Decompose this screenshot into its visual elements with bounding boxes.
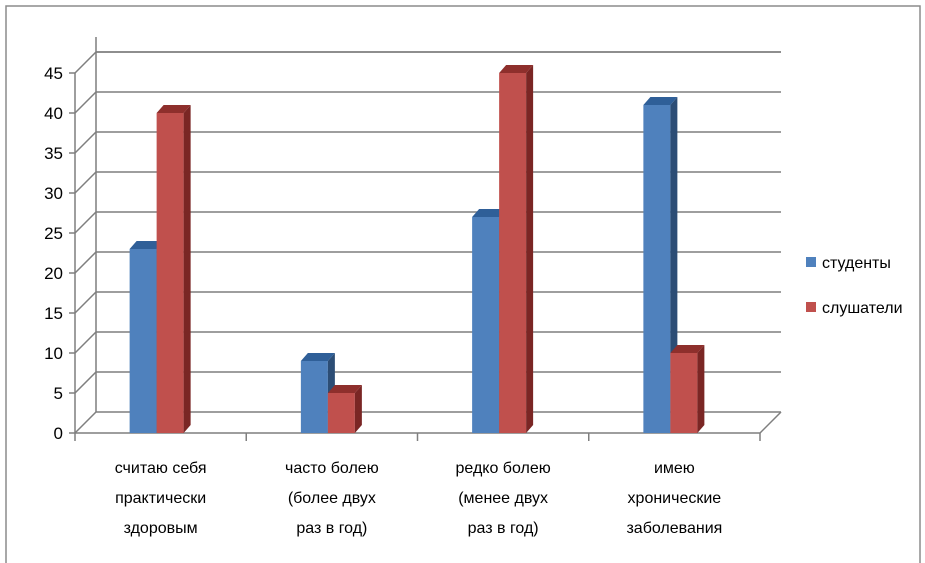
x-tick-label: раз в год) — [468, 520, 539, 537]
bar-top — [156, 105, 191, 113]
gridline — [74, 51, 781, 74]
x-tick-label: заболевания — [626, 520, 722, 537]
bar-side — [526, 65, 534, 433]
bar-top — [499, 65, 534, 73]
bar-top — [472, 209, 507, 217]
y-tick-label: 15 — [44, 304, 63, 323]
bar — [156, 105, 191, 433]
y-tick-label: 45 — [44, 64, 63, 83]
y-tick-label: 40 — [44, 104, 63, 123]
x-tick-label: считаю себя — [115, 460, 207, 477]
y-tick-label: 25 — [44, 224, 63, 243]
y-axis: 0 5 10 15 20 25 30 35 40 45 — [44, 64, 76, 443]
x-tick-label: имею — [654, 460, 695, 477]
legend-label: слушатели — [822, 300, 903, 317]
y-tick-label: 10 — [44, 344, 63, 363]
x-tick-label: часто болею — [285, 460, 379, 477]
bar-front — [327, 393, 355, 433]
x-tick-label: здоровым — [124, 520, 198, 537]
y-tick-label: 35 — [44, 144, 63, 163]
bar-side — [354, 385, 362, 433]
gridline — [74, 211, 781, 234]
chart-border — [5, 5, 921, 563]
bars — [129, 65, 705, 433]
x-axis: считаю себя практически здоровым часто боле… — [74, 433, 761, 537]
gridline — [74, 331, 781, 354]
x-tick-label: практически — [115, 490, 206, 507]
legend: студенты слушатели — [806, 255, 903, 317]
bar-front — [300, 361, 328, 433]
y-tick-label: 20 — [44, 264, 63, 283]
x-tick-label: хронические — [628, 490, 722, 507]
bar-side — [183, 105, 191, 433]
gridline — [74, 371, 781, 394]
bar-front — [156, 113, 184, 433]
bar — [327, 385, 362, 433]
bar-front — [670, 353, 698, 433]
bar-top — [327, 385, 362, 393]
legend-swatch — [806, 302, 816, 312]
bar-front — [499, 73, 527, 433]
y-tick-label: 30 — [44, 184, 63, 203]
bar-top — [670, 345, 705, 353]
gridline — [74, 251, 781, 274]
gridline — [74, 91, 781, 114]
x-tick-label: (более двух — [288, 490, 376, 507]
x-tick-label: (менее двух — [458, 490, 548, 507]
bar — [499, 65, 534, 433]
legend-swatch — [806, 257, 816, 267]
bar-front — [472, 217, 500, 433]
bar-front — [129, 249, 157, 433]
gridlines — [74, 51, 781, 434]
bar-top — [643, 97, 678, 105]
gridline — [74, 411, 781, 434]
bar — [670, 345, 705, 433]
x-tick-label: редко болею — [456, 460, 551, 477]
bar-side — [697, 345, 705, 433]
gridline — [74, 171, 781, 194]
x-tick-label: раз в год) — [296, 520, 367, 537]
bar-front — [643, 105, 671, 433]
gridline — [74, 131, 781, 154]
bar-top — [300, 353, 335, 361]
legend-label: студенты — [822, 255, 891, 272]
y-tick-label: 0 — [54, 424, 63, 443]
y-tick-label: 5 — [54, 384, 63, 403]
bar-top — [129, 241, 164, 249]
gridline — [74, 291, 781, 314]
